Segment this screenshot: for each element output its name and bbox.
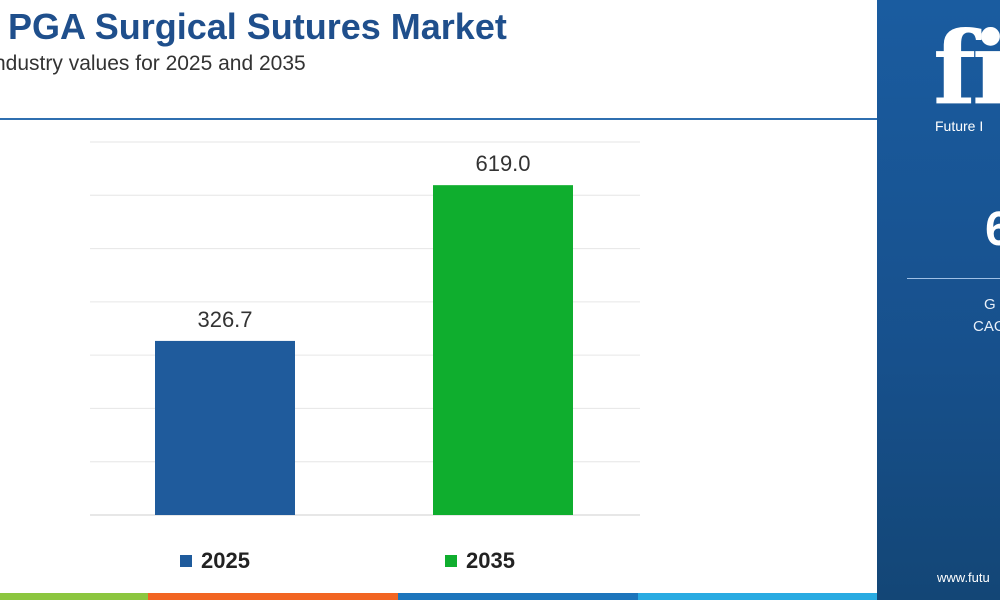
panel-divider xyxy=(907,278,1000,279)
panel-label-line2: CAG xyxy=(973,318,1000,335)
chart-title: e PGA Surgical Sutures Market xyxy=(0,6,507,47)
bar-2025 xyxy=(155,340,295,515)
legend-item-2025: 2025 xyxy=(180,548,250,574)
chart-subtitle: ndustry values for 2025 and 2035 xyxy=(0,52,306,75)
header-divider xyxy=(0,118,877,120)
brand-side-panel: fi Future I 6 G CAG www.futu xyxy=(877,0,1000,600)
brand-name: Future I xyxy=(935,118,984,134)
data-label-2035: 619.0 xyxy=(475,151,530,176)
strip-segment xyxy=(638,593,877,600)
strip-segment xyxy=(148,593,398,600)
panel-url[interactable]: www.futu xyxy=(937,570,990,585)
panel-label-line1: G xyxy=(984,296,996,313)
legend-swatch-2035 xyxy=(445,555,457,567)
bar-2035 xyxy=(433,185,573,515)
legend-item-2035: 2035 xyxy=(445,548,515,574)
panel-background xyxy=(877,0,1000,600)
panel-big-value: 6 xyxy=(985,203,1000,256)
legend-label-2025: 2025 xyxy=(201,548,250,573)
brand-logo: fi xyxy=(933,9,1000,127)
bar-chart: 326.7 619.0 xyxy=(90,141,640,516)
strip-segment xyxy=(0,593,148,600)
legend-label-2035: 2035 xyxy=(466,548,515,573)
bottom-color-strip xyxy=(0,593,877,600)
data-label-2025: 326.7 xyxy=(197,307,252,332)
legend-swatch-2025 xyxy=(180,555,192,567)
strip-segment xyxy=(398,593,638,600)
